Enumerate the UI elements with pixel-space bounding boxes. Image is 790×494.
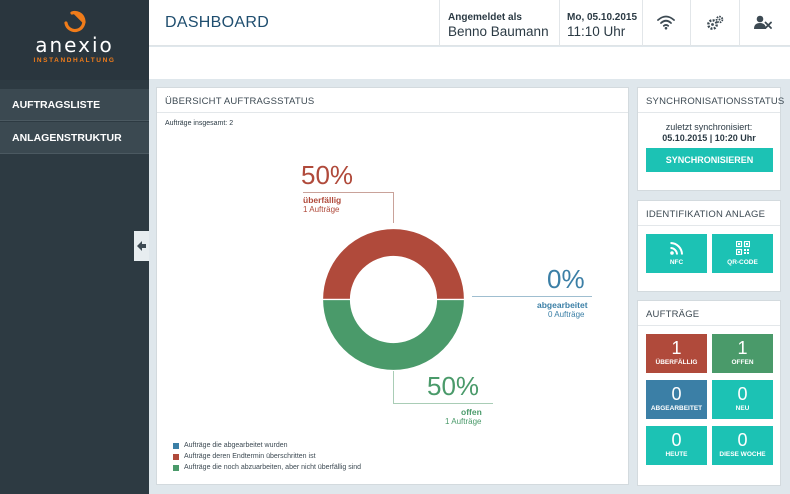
sidebar: anexio INSTANDHALTUNG AUFTRAGSLISTE ANLA… — [0, 0, 149, 494]
leader-line-ueberfaellig — [393, 192, 394, 223]
legend-swatch — [173, 464, 179, 471]
header-divider — [439, 0, 440, 46]
identification-panel: IDENTIFIKATION ANLAGE NFC QR-CODE — [637, 200, 781, 292]
time-label: 11:10 Uhr — [567, 24, 626, 39]
percent-offen: 50% — [427, 371, 480, 401]
header-divider — [690, 0, 691, 46]
leader-line-ueberfaellig — [303, 192, 393, 193]
user-label: Angemeldet als — [448, 12, 522, 23]
synchronize-button[interactable]: SYNCHRONISIEREN — [646, 148, 773, 172]
orders-tile-ueberfaellig[interactable]: 1 ÜBERFÄLLIG — [646, 334, 707, 373]
panel-divider — [638, 112, 780, 113]
header-divider — [739, 0, 740, 46]
legend-text: Aufträge deren Endtermin überschritten i… — [184, 453, 316, 460]
page-title: DASHBOARD — [165, 14, 270, 31]
leader-line-offen — [393, 403, 493, 404]
sidebar-collapse-button[interactable] — [134, 231, 149, 261]
label-abgearbeitet: abgearbeitet — [537, 300, 588, 310]
orders-tile-abgearbeitet[interactable]: 0 ABGEARBEITET — [646, 380, 707, 419]
last-sync-date: 05.10.2015 | 10:20 Uhr — [662, 133, 756, 143]
status-overview-panel: ÜBERSICHT AUFTRAGSSTATUS Aufträge insges… — [156, 87, 629, 485]
status-donut-chart — [321, 227, 466, 372]
panel-title: IDENTIFIKATION ANLAGE — [646, 209, 766, 220]
panel-title: ÜBERSICHT AUFTRAGSSTATUS — [165, 96, 315, 107]
sidebar-item-anlagenstruktur[interactable]: ANLAGENSTRUKTUR — [0, 122, 149, 154]
arrow-left-icon — [137, 241, 146, 251]
total-orders-label: Aufträge insgesamt: 2 — [165, 120, 234, 127]
label-offen: offen — [461, 407, 482, 417]
donut-segment-ueberfaellig — [321, 227, 466, 301]
subheader-bar — [149, 47, 790, 79]
leader-line-abgearbeitet — [472, 296, 592, 297]
tile-label: NFC — [669, 259, 684, 266]
tile-count: 1 — [671, 338, 682, 358]
count-offen: 1 Aufträge — [445, 417, 482, 426]
panel-title: AUFTRÄGE — [646, 309, 700, 320]
label-ueberfaellig: überfällig — [303, 195, 342, 205]
leader-line-offen — [393, 371, 394, 403]
qr-code-icon — [735, 241, 750, 255]
donut-segment-offen — [321, 298, 466, 372]
panel-divider — [157, 112, 628, 113]
qr-code-button[interactable]: QR-CODE — [712, 234, 773, 273]
gears-icon[interactable] — [706, 15, 724, 31]
percent-abgearbeitet: 0% — [547, 264, 585, 294]
date-label: Mo, 05.10.2015 — [567, 12, 638, 23]
last-sync-label: zuletzt synchronisiert: — [665, 122, 753, 132]
sidebar-item-auftragsliste[interactable]: AUFTRAGSLISTE — [0, 89, 149, 121]
orders-tile-diese-woche[interactable]: 0 DIESE WOCHE — [712, 426, 773, 465]
logo-mark-icon — [64, 10, 86, 33]
user-logout-icon[interactable] — [754, 15, 772, 30]
chart-legend: Aufträge die abgearbeitet wurden Aufträg… — [173, 440, 361, 473]
legend-item: Aufträge die abgearbeitet wurden — [173, 440, 361, 451]
tile-label: DIESE WOCHE — [719, 451, 766, 458]
tile-count: 0 — [671, 384, 682, 404]
tile-label: NEU — [735, 405, 750, 412]
count-abgearbeitet: 0 Aufträge — [548, 310, 585, 319]
panel-title: SYNCHRONISATIONSSTATUS — [646, 96, 785, 107]
logo-subtitle: INSTANDHALTUNG — [33, 57, 116, 64]
tile-label: ABGEARBEITET — [650, 405, 703, 412]
legend-swatch — [173, 442, 179, 449]
count-ueberfaellig: 1 Aufträge — [303, 205, 340, 214]
panel-divider — [638, 325, 780, 326]
tile-label: ÜBERFÄLLIG — [655, 359, 698, 366]
tile-count: 0 — [737, 430, 748, 450]
user-name: Benno Baumann — [448, 24, 549, 39]
orders-tile-heute[interactable]: 0 HEUTE — [646, 426, 707, 465]
tile-count: 1 — [737, 338, 748, 358]
legend-text: Aufträge die noch abzuarbeiten, aber nic… — [184, 464, 362, 471]
percent-ueberfaellig: 50% — [301, 160, 354, 190]
nfc-button[interactable]: NFC — [646, 234, 707, 273]
legend-item: Aufträge die noch abzuarbeiten, aber nic… — [173, 462, 361, 473]
tile-label: HEUTE — [665, 451, 688, 458]
orders-panel: AUFTRÄGE 1 ÜBERFÄLLIG 1 OFFEN 0 ABGEARBEITET 0… — [637, 300, 781, 486]
tile-count: 0 — [737, 384, 748, 404]
legend-text: Aufträge die abgearbeitet wurden — [184, 442, 288, 449]
sync-status-panel: SYNCHRONISATIONSSTATUS zuletzt synchroni… — [637, 87, 785, 191]
tile-count: 0 — [671, 430, 682, 450]
header-divider — [642, 0, 643, 46]
tile-label: QR-CODE — [727, 259, 758, 266]
panel-divider — [638, 225, 780, 226]
header-divider — [559, 0, 560, 46]
nfc-icon — [669, 242, 683, 255]
legend-item: Aufträge deren Endtermin überschritten i… — [173, 451, 361, 462]
orders-tile-offen[interactable]: 1 OFFEN — [712, 334, 773, 373]
wifi-icon[interactable] — [657, 15, 675, 30]
logo: anexio INSTANDHALTUNG — [0, 0, 149, 80]
tile-label: OFFEN — [731, 359, 754, 366]
logo-text: anexio — [35, 33, 114, 57]
legend-swatch — [173, 453, 179, 460]
orders-tile-neu[interactable]: 0 NEU — [712, 380, 773, 419]
header: DASHBOARD Angemeldet als Benno Baumann M… — [149, 0, 790, 46]
